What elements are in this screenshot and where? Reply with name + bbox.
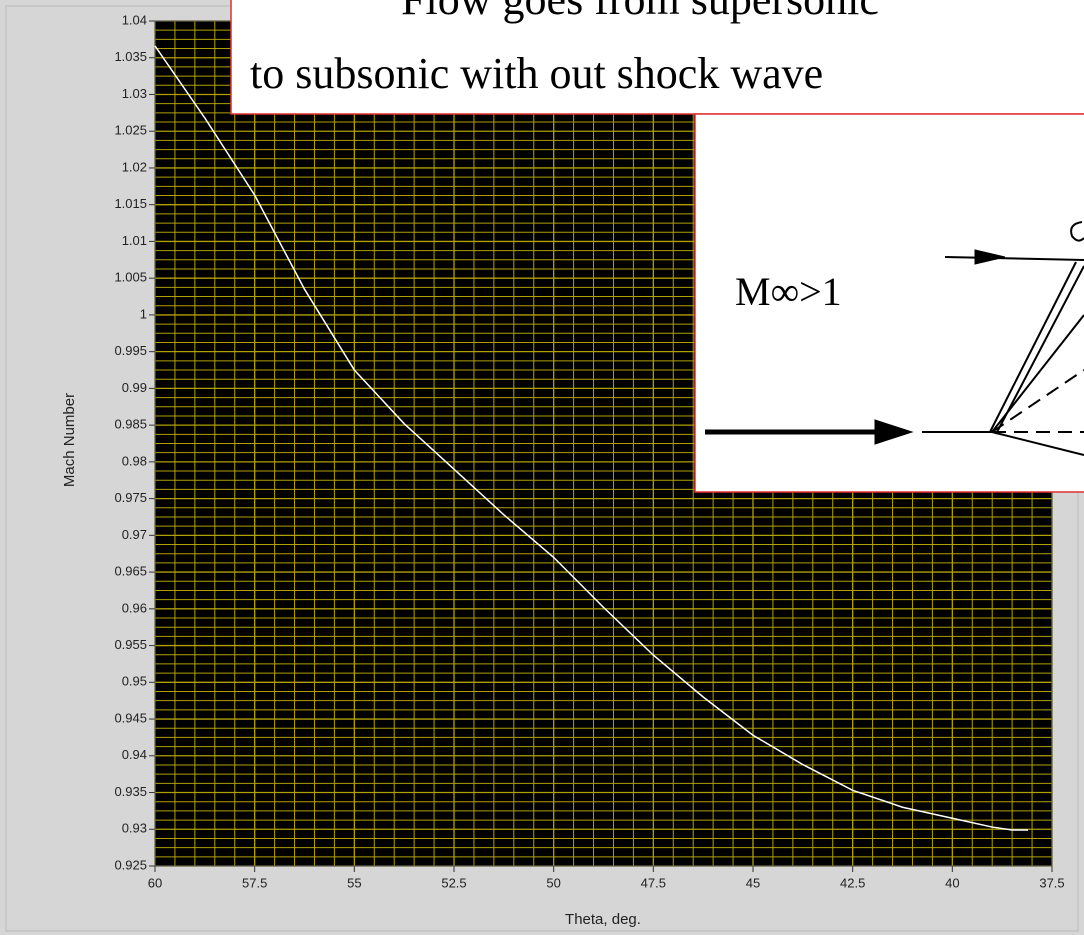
y-tick-label: 1.01 xyxy=(122,233,147,248)
y-tick-label: 0.975 xyxy=(114,490,147,505)
y-tick-label: 0.945 xyxy=(114,710,147,725)
x-tick-label: 47.5 xyxy=(641,875,666,890)
y-tick-label: 0.99 xyxy=(122,380,147,395)
y-tick-label: 0.97 xyxy=(122,527,147,542)
x-tick-label: 42.5 xyxy=(840,875,865,890)
x-axis-label: Theta, deg. xyxy=(565,911,641,928)
data-line xyxy=(154,45,1029,831)
y-tick-label: 1.02 xyxy=(122,159,147,174)
y-tick-label: 1.035 xyxy=(114,49,147,64)
x-tick-label: 52.5 xyxy=(441,875,466,890)
diagram xyxy=(705,221,1084,456)
x-tick-label: 60 xyxy=(148,875,162,890)
y-tick-label: 0.95 xyxy=(122,674,147,689)
y-tick-label: 0.94 xyxy=(122,747,147,762)
y-tick-label: 0.96 xyxy=(122,600,147,615)
annotation: Flow goes from supersonic xyxy=(401,0,879,24)
x-tick-label: 45 xyxy=(746,875,760,890)
annotation: M∞>1 xyxy=(735,269,842,314)
x-tick-label: 55 xyxy=(347,875,361,890)
y-tick-label: 0.935 xyxy=(114,784,147,799)
y-tick-label: 0.925 xyxy=(114,857,147,872)
y-tick-label: 1.015 xyxy=(114,196,147,211)
y-tick-label: 1.04 xyxy=(122,12,147,27)
x-tick-label: 40 xyxy=(945,875,959,890)
y-tick-label: 1 xyxy=(140,306,147,321)
y-tick-label: 1.025 xyxy=(114,123,147,138)
y-tick-label: 1.03 xyxy=(122,86,147,101)
title-box xyxy=(230,0,1084,115)
x-tick-label: 57.5 xyxy=(242,875,267,890)
y-tick-label: 0.965 xyxy=(114,564,147,579)
y-tick-label: 0.985 xyxy=(114,417,147,432)
y-tick-label: 1.005 xyxy=(114,270,147,285)
y-tick-label: 0.98 xyxy=(122,453,147,468)
x-tick-label: 50 xyxy=(546,875,560,890)
y-tick-label: 0.93 xyxy=(122,821,147,836)
y-tick-label: 0.955 xyxy=(114,637,147,652)
y-tick-label: 0.995 xyxy=(114,343,147,358)
annotation: to subsonic with out shock wave xyxy=(250,49,823,98)
x-tick-label: 37.5 xyxy=(1039,875,1064,890)
y-axis-label: Mach Number xyxy=(61,393,78,487)
